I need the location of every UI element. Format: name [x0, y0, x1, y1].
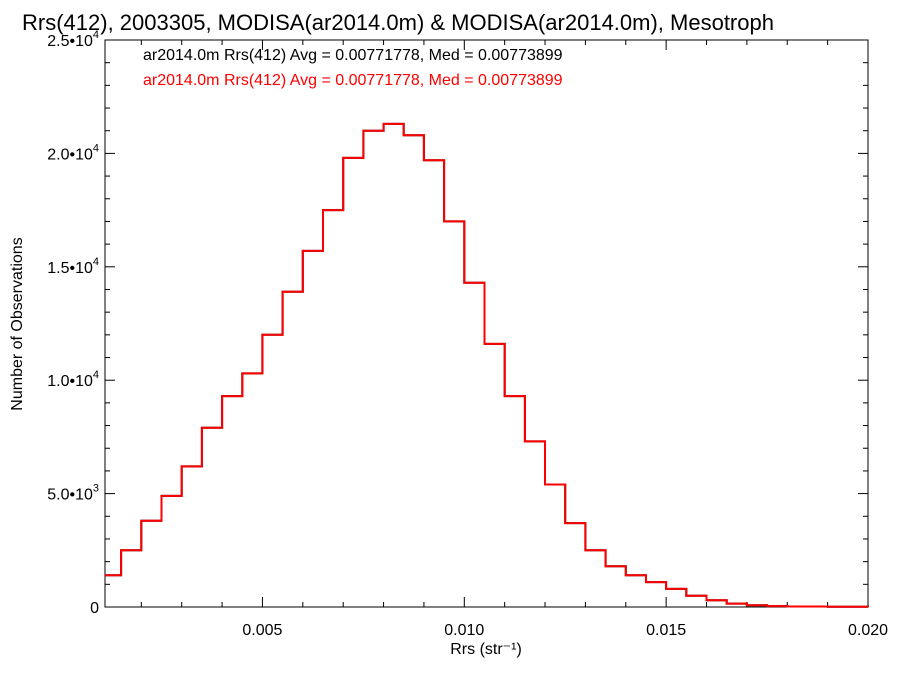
series-layer — [105, 122, 869, 608]
series-line-0 — [105, 122, 869, 608]
chart-title: Rrs(412), 2003305, MODISA(ar2014.0m) & M… — [22, 10, 774, 35]
axis-ticks: 0 5.0•103 1.0•104 1.5•104 2.0•104 2.5•104 0.00… — [47, 29, 888, 639]
legend: ar2014.0m Rrs(412) Avg = 0.00771778, Med… — [143, 47, 563, 89]
x-axis-label: Rrs (str⁻¹) — [450, 641, 522, 658]
plot-frame — [104, 39, 869, 608]
legend-entry-1: ar2014.0m Rrs(412) Avg = 0.00771778, Med… — [143, 72, 563, 89]
series-line-1 — [105, 122, 869, 608]
y-tick-label: 5.0•103 — [47, 483, 99, 504]
x-tick-label: 0.005 — [242, 622, 282, 639]
y-tick-label: 2.0•104 — [47, 142, 99, 163]
y-axis-label: Number of Observations — [9, 237, 26, 410]
y-tick-label: 0 — [90, 600, 99, 617]
legend-entry-0: ar2014.0m Rrs(412) Avg = 0.00771778, Med… — [143, 47, 563, 64]
x-tick-label: 0.015 — [646, 622, 686, 639]
y-tick-label: 1.5•104 — [47, 256, 99, 277]
x-tick-label: 0.020 — [848, 622, 888, 639]
y-tick-label: 2.5•104 — [47, 29, 99, 50]
x-tick-label: 0.010 — [444, 622, 484, 639]
y-tick-label: 1.0•104 — [47, 369, 99, 390]
